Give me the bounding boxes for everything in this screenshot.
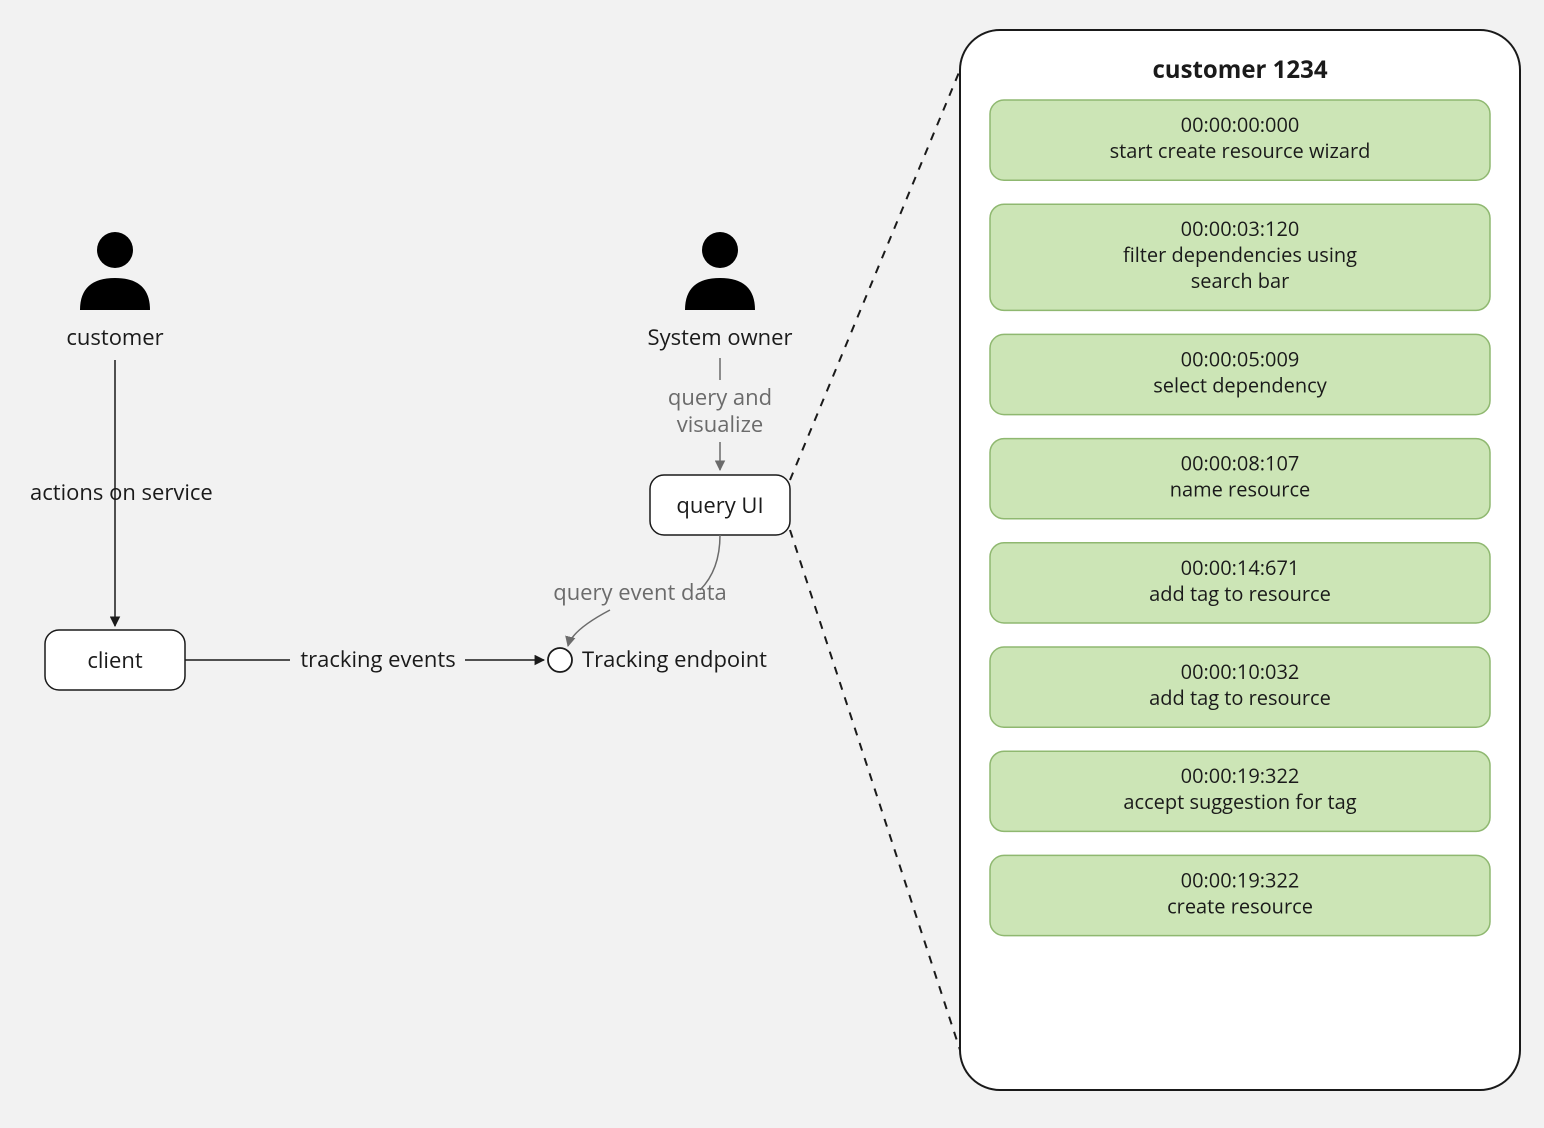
node-query-ui-label: query UI bbox=[676, 490, 763, 520]
panel-title: customer 1234 bbox=[1152, 53, 1327, 86]
actor-customer: customer bbox=[66, 232, 163, 352]
event-time: 00:00:05:009 bbox=[1181, 345, 1300, 372]
event-description: add tag to resource bbox=[1149, 684, 1331, 711]
node-tracking-endpoint: Tracking endpoint bbox=[548, 644, 767, 674]
node-client-label: client bbox=[87, 645, 142, 675]
event-description: add tag to resource bbox=[1149, 580, 1331, 607]
event-description: search bar bbox=[1191, 267, 1290, 294]
event-time: 00:00:19:322 bbox=[1181, 762, 1300, 789]
architecture-diagram: customer actions on service client track… bbox=[0, 0, 1544, 1128]
edge-label-tracking-events: tracking events bbox=[300, 644, 455, 674]
event-time: 00:00:14:671 bbox=[1181, 554, 1300, 581]
edge-label-query-vis-2: visualize bbox=[677, 409, 764, 439]
edge-label-query-event-data: query event data bbox=[553, 577, 727, 607]
actor-system-owner: System owner bbox=[648, 232, 793, 352]
event-description: name resource bbox=[1170, 476, 1311, 503]
edge-label-query-vis-1: query and bbox=[668, 382, 772, 412]
node-tracking-endpoint-label: Tracking endpoint bbox=[582, 644, 767, 674]
event-time: 00:00:00:000 bbox=[1181, 111, 1300, 138]
event-description: accept suggestion for tag bbox=[1123, 788, 1356, 815]
event-description: select dependency bbox=[1153, 371, 1327, 398]
dashed-connector-top bbox=[790, 70, 960, 480]
events-panel: customer 1234 00:00:00:000start create r… bbox=[960, 30, 1520, 1090]
node-client: client bbox=[45, 630, 185, 690]
node-query-ui: query UI bbox=[650, 475, 790, 535]
event-description: create resource bbox=[1167, 892, 1313, 919]
edge-label-actions: actions on service bbox=[30, 477, 213, 507]
event-time: 00:00:08:107 bbox=[1181, 450, 1300, 477]
event-time: 00:00:19:322 bbox=[1181, 866, 1300, 893]
dashed-connector-bottom bbox=[790, 530, 960, 1050]
event-description: filter dependencies using bbox=[1123, 241, 1357, 268]
edge-query-event-data-bottom bbox=[568, 610, 610, 646]
actor-system-owner-label: System owner bbox=[648, 322, 793, 352]
actor-customer-label: customer bbox=[66, 322, 163, 352]
event-time: 00:00:03:120 bbox=[1181, 215, 1300, 242]
event-time: 00:00:10:032 bbox=[1181, 658, 1300, 685]
event-description: start create resource wizard bbox=[1110, 137, 1371, 164]
